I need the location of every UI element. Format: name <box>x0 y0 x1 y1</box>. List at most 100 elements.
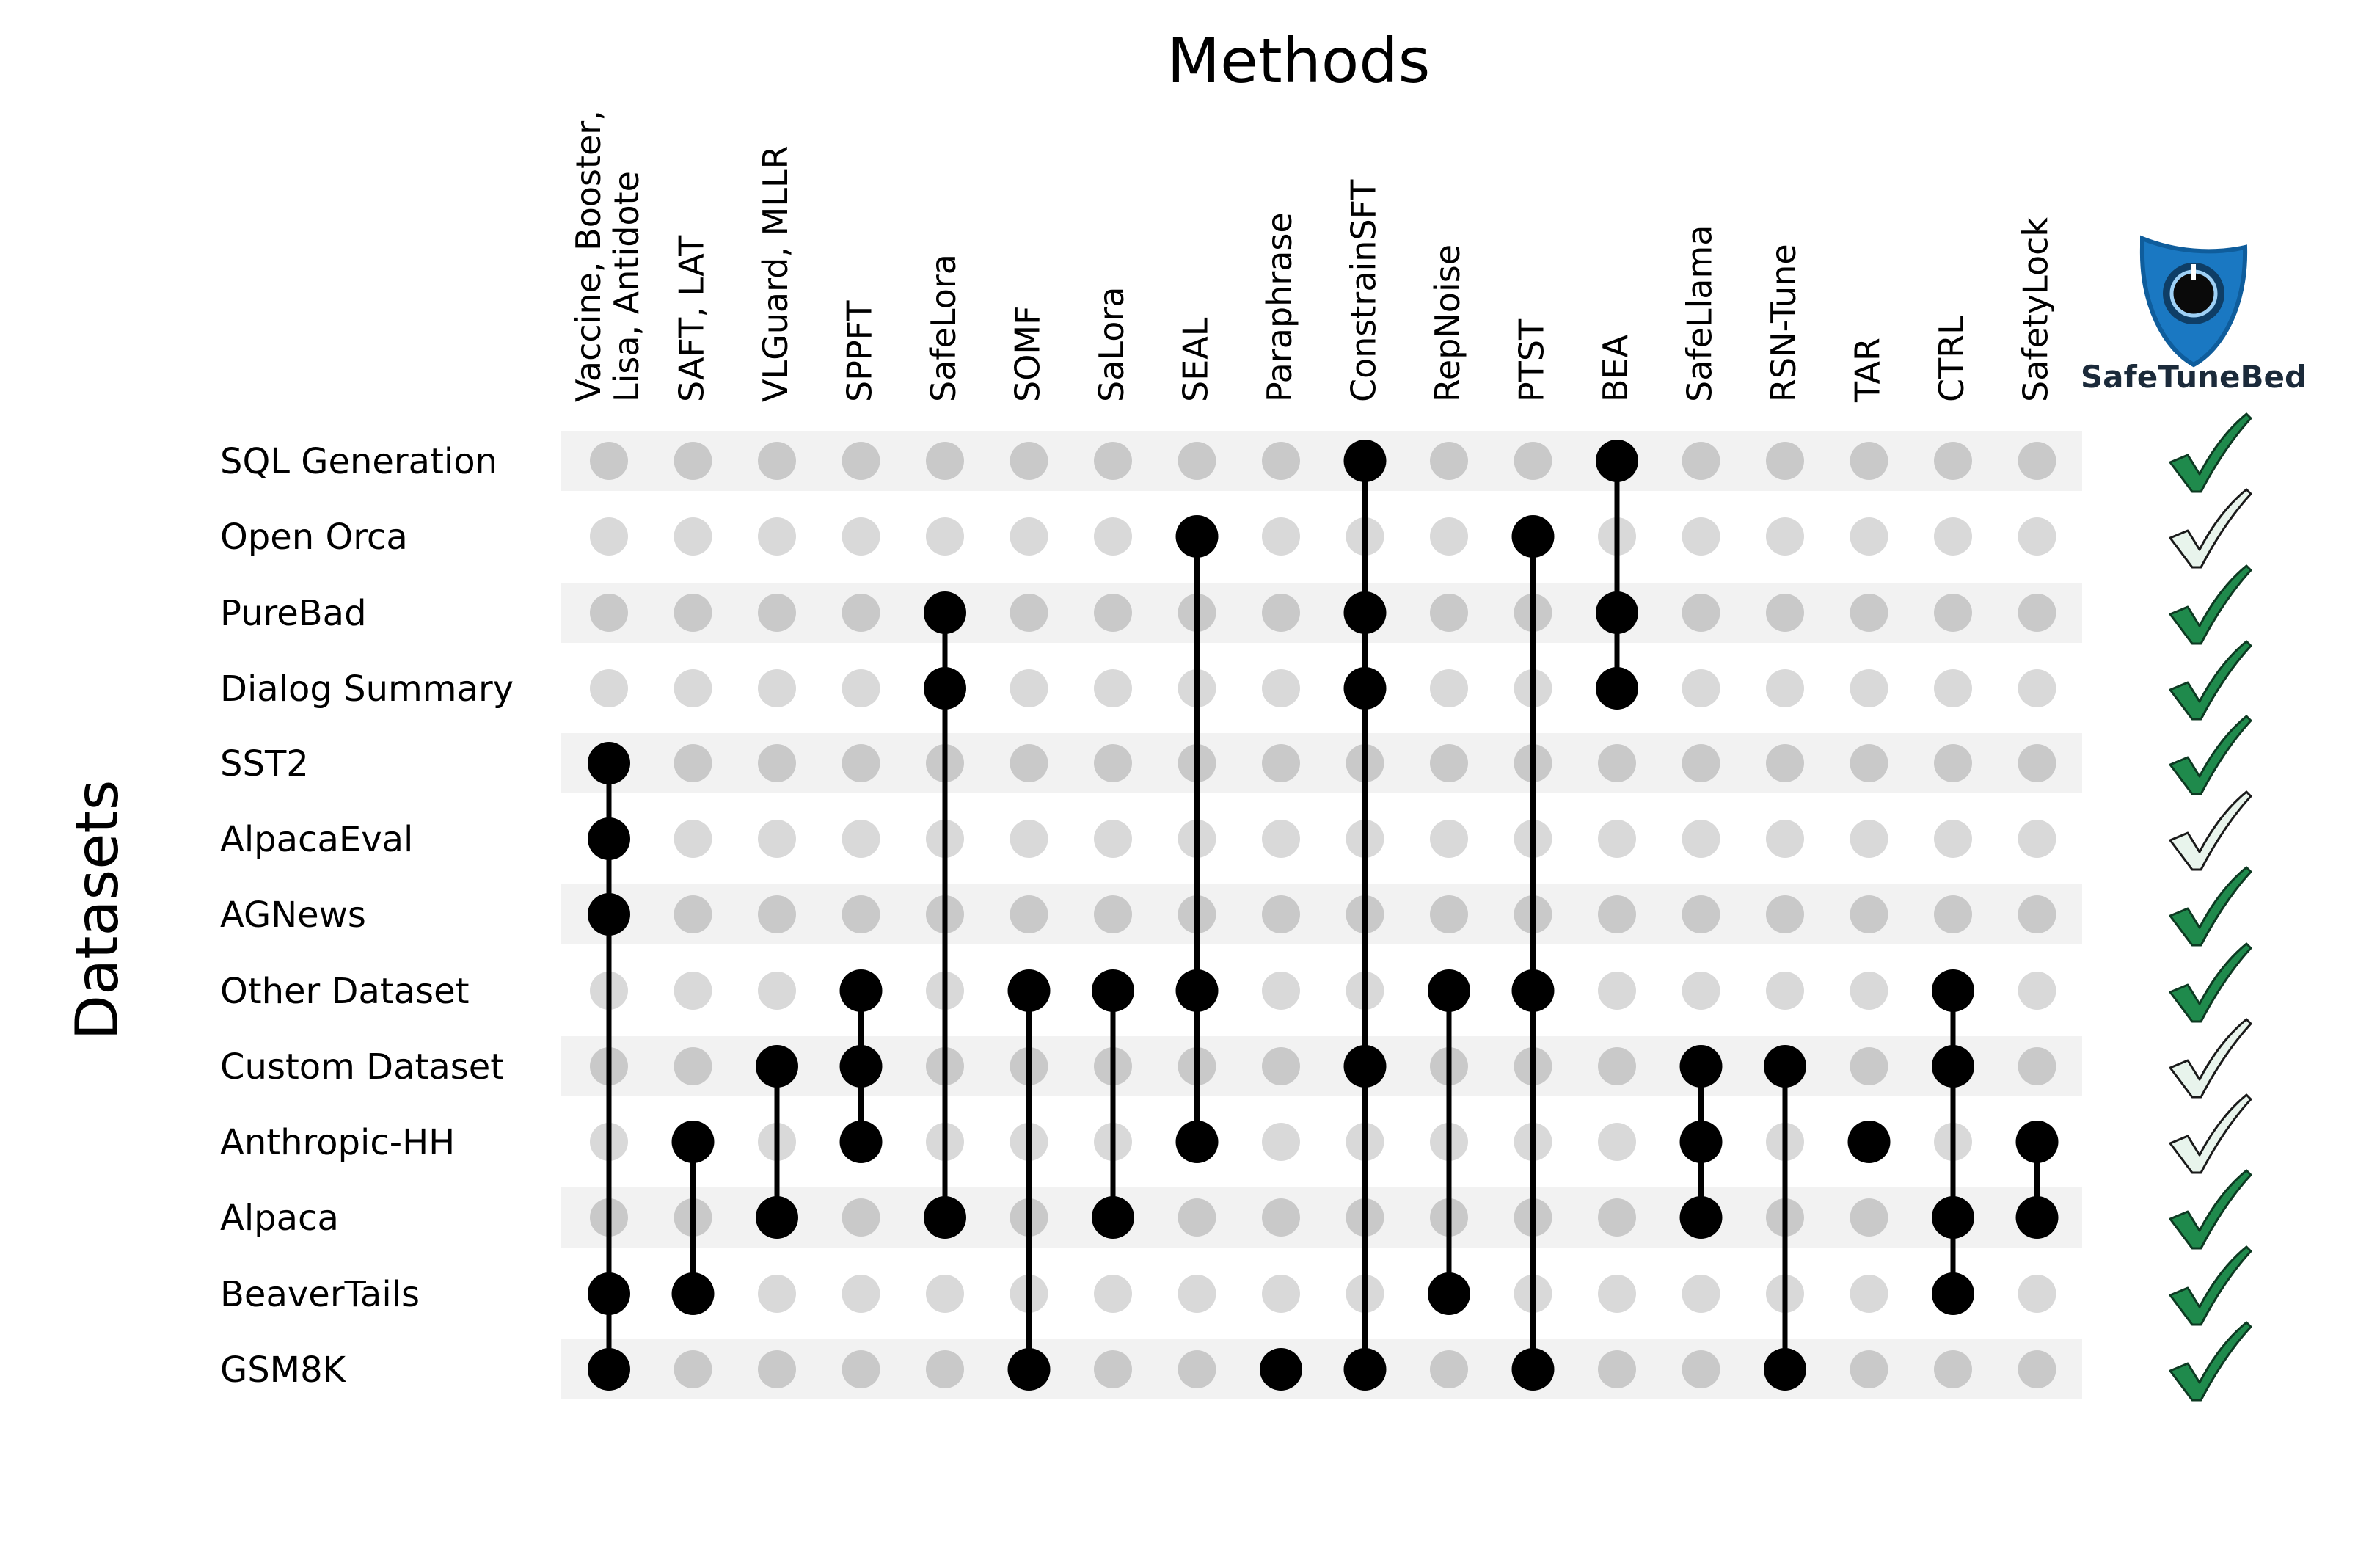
matrix-dot-filled <box>1343 667 1387 710</box>
method-label: VLGuard, MLLR <box>756 145 795 402</box>
matrix-dot-empty <box>1850 517 1888 556</box>
matrix-dot-empty <box>2018 594 2056 632</box>
matrix-dot-filled <box>1932 1045 1974 1088</box>
matrix-dot-empty <box>842 669 880 707</box>
matrix-dot-empty <box>1430 669 1468 707</box>
matrix-dot-empty <box>1262 1275 1300 1313</box>
method-label: SPPFT <box>840 300 880 402</box>
dataset-label: Open Orca <box>220 517 408 558</box>
matrix-dot-empty <box>1766 972 1804 1010</box>
matrix-dot-empty <box>1430 1350 1468 1388</box>
matrix-dot-empty <box>1010 744 1048 782</box>
method-label-text: SafeLora <box>924 254 963 402</box>
method-label-text: ConstrainSFT <box>1344 179 1384 402</box>
row-band <box>561 431 2082 491</box>
matrix-dot-empty <box>1094 744 1132 782</box>
matrix-dot-empty <box>674 1047 712 1085</box>
matrix-dot-empty <box>674 972 712 1010</box>
method-label-text: SAFT, LAT <box>672 235 712 402</box>
method-label-text: SEAL <box>1176 317 1216 402</box>
matrix-dot-empty <box>1094 1350 1132 1388</box>
matrix-dot-empty <box>758 972 796 1010</box>
row-band <box>561 1339 2082 1399</box>
check-icon-supported <box>2169 564 2252 645</box>
matrix-dot-empty <box>1934 820 1972 858</box>
matrix-dot-empty <box>1766 744 1804 782</box>
check-icon-supported <box>2169 412 2252 493</box>
matrix-dot-empty <box>1682 895 1720 933</box>
matrix-dot-empty <box>1934 594 1972 632</box>
matrix-dot-filled <box>1092 969 1134 1012</box>
row-band <box>561 1036 2082 1096</box>
dataset-label: BeaverTails <box>220 1274 420 1315</box>
matrix-dot-empty <box>1094 1275 1132 1313</box>
matrix-dot-empty <box>1514 442 1552 480</box>
check-icon-unsupported <box>2169 1018 2252 1099</box>
matrix-dot-empty <box>1766 442 1804 480</box>
logo-text: SafeTuneBed <box>2081 359 2307 395</box>
matrix-dot-empty <box>1262 744 1300 782</box>
matrix-dot-empty <box>2018 820 2056 858</box>
matrix-dot-empty <box>758 669 796 707</box>
matrix-dot-empty <box>590 594 628 632</box>
matrix-dot-empty <box>1766 669 1804 707</box>
matrix-dot-empty <box>1430 442 1468 480</box>
method-label-text: SOMF <box>1008 305 1048 402</box>
dataset-label: SST2 <box>220 743 309 784</box>
matrix-dot-filled <box>671 1121 715 1163</box>
matrix-dot-empty <box>2018 1350 2056 1388</box>
matrix-dot-empty <box>674 442 712 480</box>
datasets-title: Datasets <box>63 780 131 1041</box>
matrix-dot-empty <box>1682 972 1720 1010</box>
matrix-dot-empty <box>1094 669 1132 707</box>
matrix-dot-empty <box>1010 517 1048 556</box>
matrix-dot-empty <box>1766 820 1804 858</box>
matrix-dot-empty <box>758 820 796 858</box>
matrix-dot-empty <box>1598 895 1636 933</box>
matrix-dot-empty <box>758 1350 796 1388</box>
matrix-dot-filled <box>1343 1045 1387 1088</box>
matrix-dot-empty <box>1178 1350 1216 1388</box>
matrix-dot-empty <box>674 517 712 556</box>
method-label: SafeLora <box>924 254 963 402</box>
matrix-dot-empty <box>1010 820 1048 858</box>
matrix-dot-filled <box>1511 515 1555 558</box>
dataset-label: GSM8K <box>220 1350 347 1391</box>
matrix-dot-filled <box>1007 969 1051 1012</box>
matrix-dot-empty <box>1262 1198 1300 1237</box>
dataset-label: SQL Generation <box>220 441 497 482</box>
matrix-dot-filled <box>1511 1348 1555 1391</box>
matrix-dot-empty <box>1850 1275 1888 1313</box>
matrix-dot-empty <box>842 594 880 632</box>
method-label: SaLora <box>1092 287 1131 402</box>
matrix-dot-empty <box>2018 895 2056 933</box>
method-label-text: RepNoise <box>1428 244 1467 402</box>
matrix-dot-empty <box>1682 744 1720 782</box>
check-icon-supported <box>2169 640 2252 721</box>
matrix-dot-empty <box>1850 744 1888 782</box>
matrix-dot-empty <box>1682 669 1720 707</box>
row-band <box>561 583 2082 643</box>
matrix-dot-empty <box>1682 1350 1720 1388</box>
matrix-dot-empty <box>842 895 880 933</box>
matrix-dot-filled <box>1932 969 1974 1012</box>
matrix-dot-empty <box>1682 1275 1720 1313</box>
matrix-dot-empty <box>1598 820 1636 858</box>
method-label-text: SafetyLock <box>2016 217 2056 402</box>
matrix-dot-empty <box>926 517 964 556</box>
active-dots <box>588 440 2059 1391</box>
matrix-dot-empty <box>2018 972 2056 1010</box>
matrix-dot-empty <box>1178 1198 1216 1237</box>
matrix-dot-empty <box>2018 442 2056 480</box>
dataset-label: Dialog Summary <box>220 669 514 710</box>
method-label: SEAL <box>1176 317 1216 402</box>
matrix-dot-empty <box>1682 594 1720 632</box>
matrix-dot-empty <box>1850 972 1888 1010</box>
matrix-dot-filled <box>756 1045 798 1088</box>
matrix-dot-filled <box>924 1196 966 1239</box>
method-label-text: SaLora <box>1092 287 1131 402</box>
matrix-dot-empty <box>1598 1123 1636 1161</box>
matrix-dot-empty <box>1850 895 1888 933</box>
dataset-label: PureBad <box>220 593 367 634</box>
